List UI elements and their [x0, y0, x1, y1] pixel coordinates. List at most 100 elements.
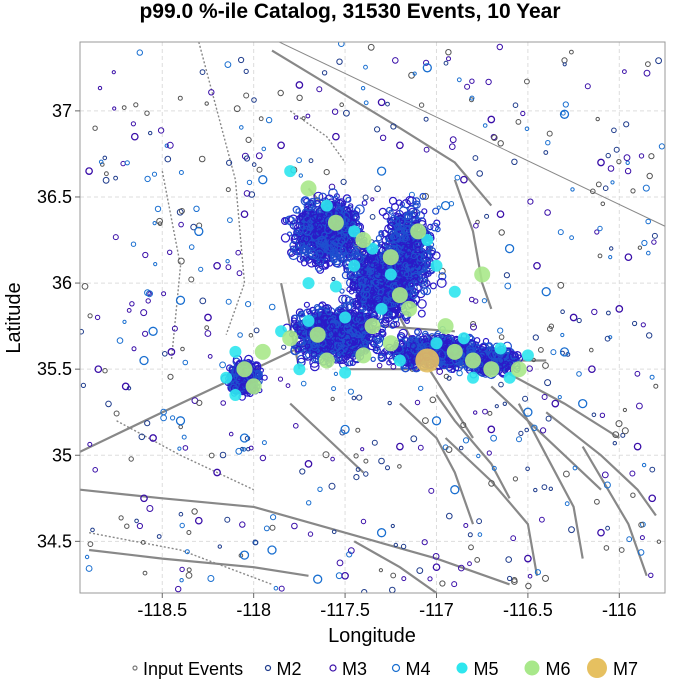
input-event-marker [531, 357, 536, 363]
input-event-marker [410, 435, 418, 443]
input-event-marker [179, 566, 185, 573]
cluster-event-marker [309, 357, 320, 368]
input-event-marker [243, 92, 250, 99]
input-event-marker [512, 476, 519, 482]
input-event-marker [546, 130, 553, 137]
input-event-marker [604, 335, 611, 342]
input-event-marker [623, 121, 630, 128]
cluster-event-marker [410, 345, 420, 355]
input-event-marker [251, 97, 257, 103]
cluster-event-marker [304, 343, 311, 349]
input-event-marker [185, 572, 193, 579]
cluster-event-marker [332, 195, 339, 202]
input-event-marker [589, 347, 594, 353]
cluster-event-marker [306, 224, 314, 232]
cluster-event-marker [362, 340, 369, 347]
input-event-marker [548, 323, 554, 329]
input-event-marker [154, 205, 162, 213]
input-event-marker [618, 547, 625, 553]
input-event-marker [331, 108, 339, 115]
input-event-marker [363, 471, 369, 477]
input-event-marker [92, 467, 98, 473]
input-event-marker [641, 462, 647, 468]
cluster-event-marker [374, 337, 380, 344]
input-event-marker [142, 251, 149, 259]
input-event-marker [291, 522, 298, 530]
input-event-marker [524, 126, 530, 132]
cluster-event-marker [309, 210, 315, 216]
input-event-marker [520, 110, 526, 117]
cluster-event-marker [423, 334, 432, 343]
input-event-marker [105, 400, 112, 408]
input-event-marker [632, 320, 638, 327]
input-event-marker [648, 572, 654, 578]
cluster-event-marker [343, 354, 350, 361]
zone-outline [116, 420, 254, 491]
input-event-marker [621, 427, 629, 435]
input-event-marker [193, 205, 200, 213]
cluster-event-marker [306, 342, 314, 350]
cluster-event-marker [314, 317, 324, 327]
input-event-marker [300, 380, 307, 387]
cluster-event-marker [308, 200, 316, 208]
input-event-marker [156, 217, 164, 225]
input-event-marker [308, 158, 314, 164]
input-event-marker [243, 155, 251, 162]
zone-outline [161, 170, 182, 361]
input-event-marker [175, 585, 182, 593]
input-event-marker [134, 518, 139, 524]
input-event-marker [490, 133, 497, 141]
cluster-event-marker [303, 201, 314, 212]
input-event-marker [470, 321, 477, 327]
input-event-marker [371, 439, 378, 446]
cluster-event-marker [254, 370, 263, 379]
input-event-marker [484, 213, 490, 219]
input-event-marker [516, 436, 522, 443]
input-event-marker [541, 484, 548, 491]
input-event-marker [423, 116, 429, 122]
input-event-marker [562, 101, 569, 108]
input-event-marker [261, 146, 267, 152]
input-event-marker [198, 266, 204, 272]
input-event-marker [145, 298, 151, 304]
input-event-marker [104, 171, 109, 177]
input-event-marker [542, 362, 549, 369]
input-event-marker [569, 49, 574, 55]
input-event-marker [374, 126, 381, 133]
cluster-event-marker [312, 255, 322, 265]
input-event-marker [156, 534, 162, 539]
input-event-marker [144, 420, 151, 427]
cluster-event-marker [281, 217, 290, 226]
cluster-event-marker [396, 331, 406, 341]
input-event-marker [609, 246, 614, 251]
input-event-marker [378, 457, 385, 465]
cluster-event-marker [366, 256, 374, 263]
input-event-marker [151, 171, 158, 177]
input-event-marker [427, 576, 433, 582]
input-event-marker [607, 165, 615, 172]
input-event-marker [625, 160, 630, 166]
input-event-marker [160, 408, 167, 416]
input-event-marker [256, 166, 263, 173]
input-event-marker [538, 347, 544, 353]
cluster-event-marker [409, 342, 417, 350]
input-event-marker [485, 78, 492, 86]
input-event-marker [429, 396, 437, 404]
input-event-marker [460, 422, 467, 428]
input-event-marker [623, 154, 631, 162]
cluster-event-marker [415, 335, 422, 343]
zone-outline [289, 110, 346, 163]
input-event-marker [217, 544, 223, 549]
input-event-marker [270, 514, 277, 521]
input-event-marker [451, 581, 458, 588]
input-event-marker [599, 412, 606, 418]
input-event-marker [370, 197, 375, 202]
input-event-marker [490, 434, 498, 442]
cluster-event-marker [284, 215, 294, 225]
input-event-marker [545, 140, 551, 146]
input-event-marker [498, 229, 505, 236]
cluster-event-marker [361, 200, 368, 206]
input-event-marker [473, 298, 479, 304]
input-event-marker [557, 281, 565, 289]
cluster-event-marker [362, 290, 371, 299]
